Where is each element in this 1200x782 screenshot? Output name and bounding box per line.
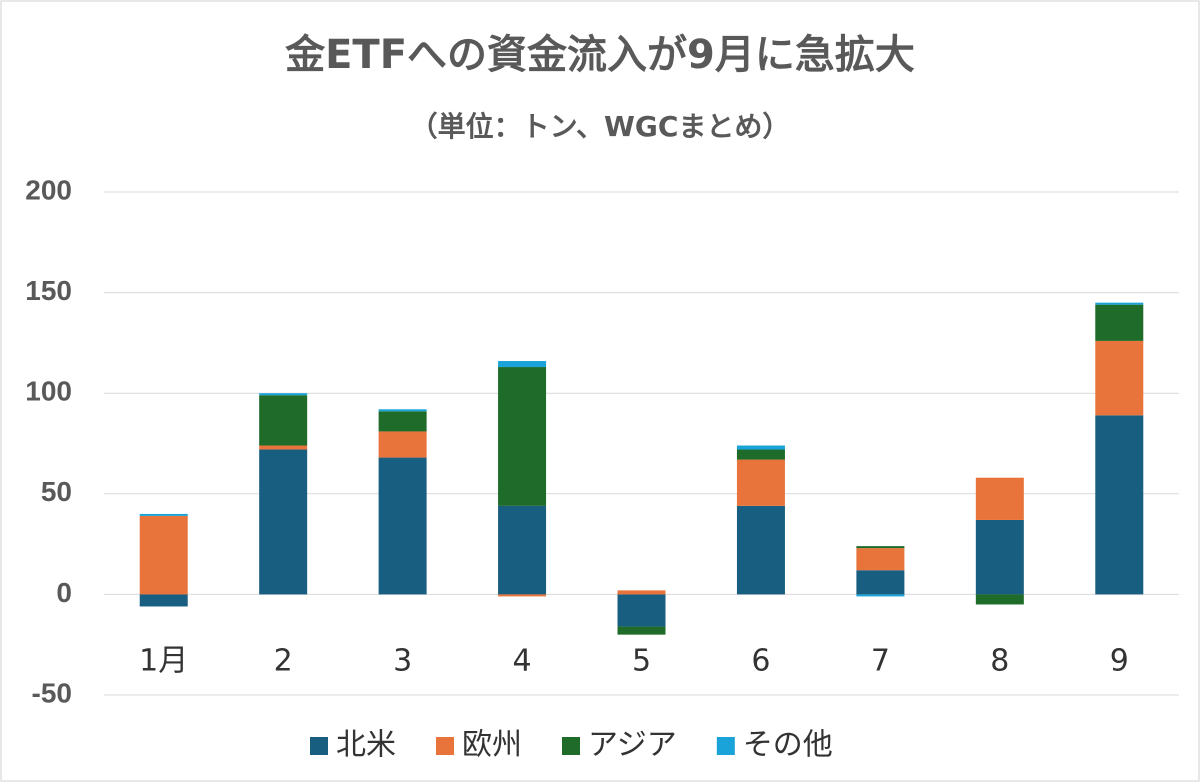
bar-segment xyxy=(498,361,547,368)
bar-segment xyxy=(139,515,188,595)
legend-swatch xyxy=(310,737,328,755)
bar-segment xyxy=(975,477,1024,520)
bar-segment xyxy=(498,367,547,506)
x-tick-label: 4 xyxy=(513,644,532,679)
y-tick-label: -50 xyxy=(32,677,72,708)
bar-segment xyxy=(736,445,785,450)
x-tick-label: 6 xyxy=(751,644,770,679)
bar-segment xyxy=(856,548,905,571)
bar-segment xyxy=(378,457,427,595)
bar-segment xyxy=(378,431,427,458)
bar-segment xyxy=(498,594,547,597)
bar-segment xyxy=(617,590,666,595)
bar-segment xyxy=(856,570,905,595)
bar-segment xyxy=(139,594,188,607)
bar-segment xyxy=(378,411,427,432)
y-tick-label: 100 xyxy=(25,376,72,407)
chart-title: 金ETFへの資金流入が9月に急拡大 xyxy=(284,32,915,78)
bar-segment xyxy=(736,459,785,506)
legend-swatch xyxy=(562,737,580,755)
bar-segment xyxy=(1095,304,1144,341)
x-tick-label: 5 xyxy=(632,644,651,679)
x-tick-label: 2 xyxy=(274,644,293,679)
legend-swatch xyxy=(436,737,454,755)
y-tick-label: 200 xyxy=(25,174,72,205)
y-tick-label: 0 xyxy=(56,577,72,608)
x-tick-label: 8 xyxy=(990,644,1009,679)
bar-segment xyxy=(259,449,308,595)
bar-segment xyxy=(259,393,308,396)
y-tick-label: 50 xyxy=(41,476,72,507)
x-tick-label: 3 xyxy=(393,644,412,679)
bar-segment xyxy=(736,505,785,595)
bar-segment xyxy=(856,546,905,549)
legend-label: アジア xyxy=(588,728,677,763)
bar-segment xyxy=(856,594,905,597)
bar-segment xyxy=(736,449,785,460)
x-tick-label: 9 xyxy=(1110,644,1129,679)
bar-segment xyxy=(1095,340,1144,416)
bar-segment xyxy=(975,519,1024,595)
bar-segment xyxy=(617,594,666,627)
legend-label: 欧州 xyxy=(462,728,522,763)
bar-segment xyxy=(139,513,188,516)
x-tick-label: 7 xyxy=(871,644,890,679)
bar-segment xyxy=(498,505,547,595)
bar-segment xyxy=(975,594,1024,605)
bar-segment xyxy=(617,626,666,635)
bar-segment xyxy=(378,409,427,412)
legend-swatch xyxy=(716,737,735,755)
legend-label: その他 xyxy=(743,728,833,763)
bar-segment xyxy=(259,395,308,446)
y-tick-label: 150 xyxy=(25,275,72,306)
bar-segment xyxy=(259,445,308,450)
bar-segment xyxy=(1095,415,1144,595)
bar-segment xyxy=(1095,302,1144,305)
x-tick-label: 1月 xyxy=(139,644,188,679)
legend-label: 北米 xyxy=(336,728,396,763)
chart-subtitle: （単位：トン、WGCまとめ） xyxy=(410,110,791,143)
